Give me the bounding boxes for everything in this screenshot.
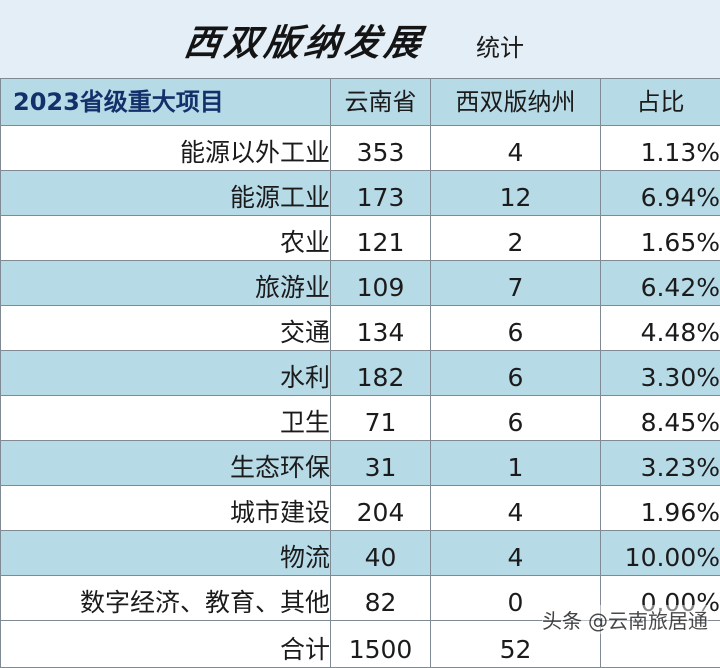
row-yunnan-count: 204 (331, 486, 431, 531)
table-row: 物流 40 4 10.00% (1, 531, 720, 576)
watermark-source: 头条 (542, 605, 582, 634)
row-ratio: 3.30% (601, 351, 720, 396)
row-category: 能源以外工业 (1, 126, 331, 171)
row-category: 物流 (1, 531, 331, 576)
row-category: 交通 (1, 306, 331, 351)
projects-table: 2023省级重大项目 云南省 西双版纳州 占比 能源以外工业 353 4 1.1… (0, 78, 720, 668)
row-xsbn-count: 6 (431, 306, 601, 351)
row-ratio: 1.13% (601, 126, 720, 171)
row-ratio: 6.94% (601, 171, 720, 216)
table-row: 卫生 71 6 8.45% (1, 396, 720, 441)
title-banner: 西双版纳发展 统计 (0, 0, 720, 78)
row-yunnan-count: 109 (331, 261, 431, 306)
table-header-row: 2023省级重大项目 云南省 西双版纳州 占比 (1, 79, 720, 126)
row-category: 卫生 (1, 396, 331, 441)
row-xsbn-count: 7 (431, 261, 601, 306)
table-row: 旅游业 109 7 6.42% (1, 261, 720, 306)
page: 西双版纳发展 统计 2023省级重大项目 云南省 西双版纳州 占比 能源以外工业… (0, 0, 720, 642)
source-watermark: 头条 @云南旅居通 (542, 605, 708, 634)
row-yunnan-count: 82 (331, 576, 431, 621)
row-category: 能源工业 (1, 171, 331, 216)
row-category: 农业 (1, 216, 331, 261)
row-yunnan-count: 173 (331, 171, 431, 216)
row-ratio: 8.45% (601, 396, 720, 441)
row-category: 生态环保 (1, 441, 331, 486)
column-header-ratio: 占比 (601, 79, 720, 126)
row-yunnan-count: 353 (331, 126, 431, 171)
row-ratio: 1.65% (601, 216, 720, 261)
page-subtitle: 统计 (476, 28, 524, 63)
row-xsbn-count: 4 (431, 531, 601, 576)
table-row: 能源以外工业 353 4 1.13% (1, 126, 720, 171)
row-category: 数字经济、教育、其他 (1, 576, 331, 621)
row-ratio: 10.00% (601, 531, 720, 576)
table-row: 交通 134 6 4.48% (1, 306, 720, 351)
row-ratio: 1.96% (601, 486, 720, 531)
row-yunnan-count: 121 (331, 216, 431, 261)
table-row: 农业 121 2 1.65% (1, 216, 720, 261)
table-row: 水利 182 6 3.30% (1, 351, 720, 396)
row-category: 水利 (1, 351, 331, 396)
page-title: 西双版纳发展 (181, 14, 428, 66)
row-xsbn-count: 4 (431, 486, 601, 531)
watermark-handle: @云南旅居通 (588, 605, 708, 634)
table-row: 能源工业 173 12 6.94% (1, 171, 720, 216)
table-row: 城市建设 204 4 1.96% (1, 486, 720, 531)
row-xsbn-count: 4 (431, 126, 601, 171)
row-xsbn-count: 6 (431, 351, 601, 396)
total-label: 合计 (1, 621, 331, 668)
row-category: 城市建设 (1, 486, 331, 531)
row-xsbn-count: 6 (431, 396, 601, 441)
row-ratio: 6.42% (601, 261, 720, 306)
row-xsbn-count: 2 (431, 216, 601, 261)
row-yunnan-count: 71 (331, 396, 431, 441)
row-category: 旅游业 (1, 261, 331, 306)
column-header-xsbn: 西双版纳州 (431, 79, 601, 126)
row-xsbn-count: 12 (431, 171, 601, 216)
row-yunnan-count: 182 (331, 351, 431, 396)
row-yunnan-count: 134 (331, 306, 431, 351)
row-ratio: 4.48% (601, 306, 720, 351)
table-row: 生态环保 31 1 3.23% (1, 441, 720, 486)
row-ratio: 3.23% (601, 441, 720, 486)
total-yunnan-count: 1500 (331, 621, 431, 668)
row-yunnan-count: 31 (331, 441, 431, 486)
column-header-category: 2023省级重大项目 (1, 79, 331, 126)
column-header-yunnan: 云南省 (331, 79, 431, 126)
row-xsbn-count: 1 (431, 441, 601, 486)
row-yunnan-count: 40 (331, 531, 431, 576)
